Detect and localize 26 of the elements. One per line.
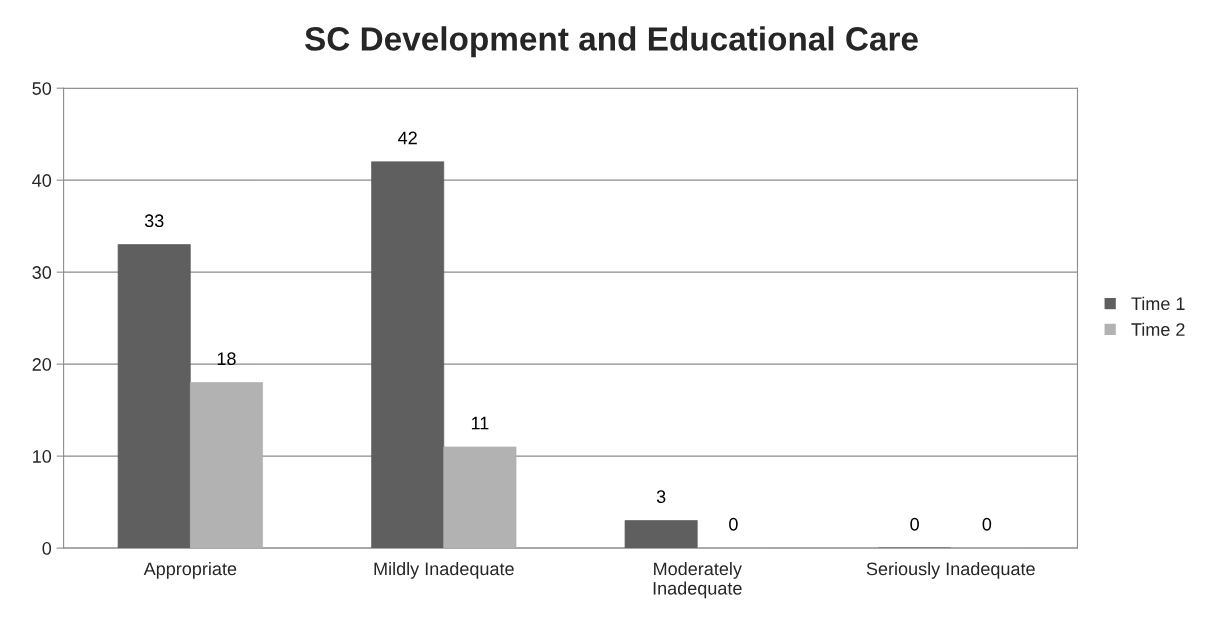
y-tick-label: 30 [32,266,52,279]
data-label: 42 [398,131,417,145]
bar [443,446,517,549]
bar [189,382,263,549]
bar [117,244,191,549]
data-label: 0 [729,517,738,531]
data-label: 3 [656,490,666,504]
data-label: 18 [217,352,236,366]
data-label: 33 [144,214,164,228]
data-label: 11 [471,416,489,430]
y-tick-label: 50 [32,82,52,95]
chart-title: SC Development and Educational Care [305,26,918,58]
y-tick-label: 20 [32,358,52,371]
y-tick-label: 0 [42,542,52,555]
bar [371,161,445,549]
x-tick-label: Seriously Inadequate [866,561,1035,579]
data-label: 0 [910,517,919,531]
x-tick-label: Moderately Inadequate [653,561,742,599]
x-tick-label: Mildly Inadequate [374,561,514,579]
x-tick-label: Appropriate [143,561,237,579]
data-label: 0 [982,517,992,531]
y-tick-label: 40 [32,174,52,187]
bar [624,520,698,549]
legend-label: Time 2 [1131,322,1185,336]
y-tick-label: 10 [33,450,52,463]
legend-label: Time 1 [1131,296,1185,311]
